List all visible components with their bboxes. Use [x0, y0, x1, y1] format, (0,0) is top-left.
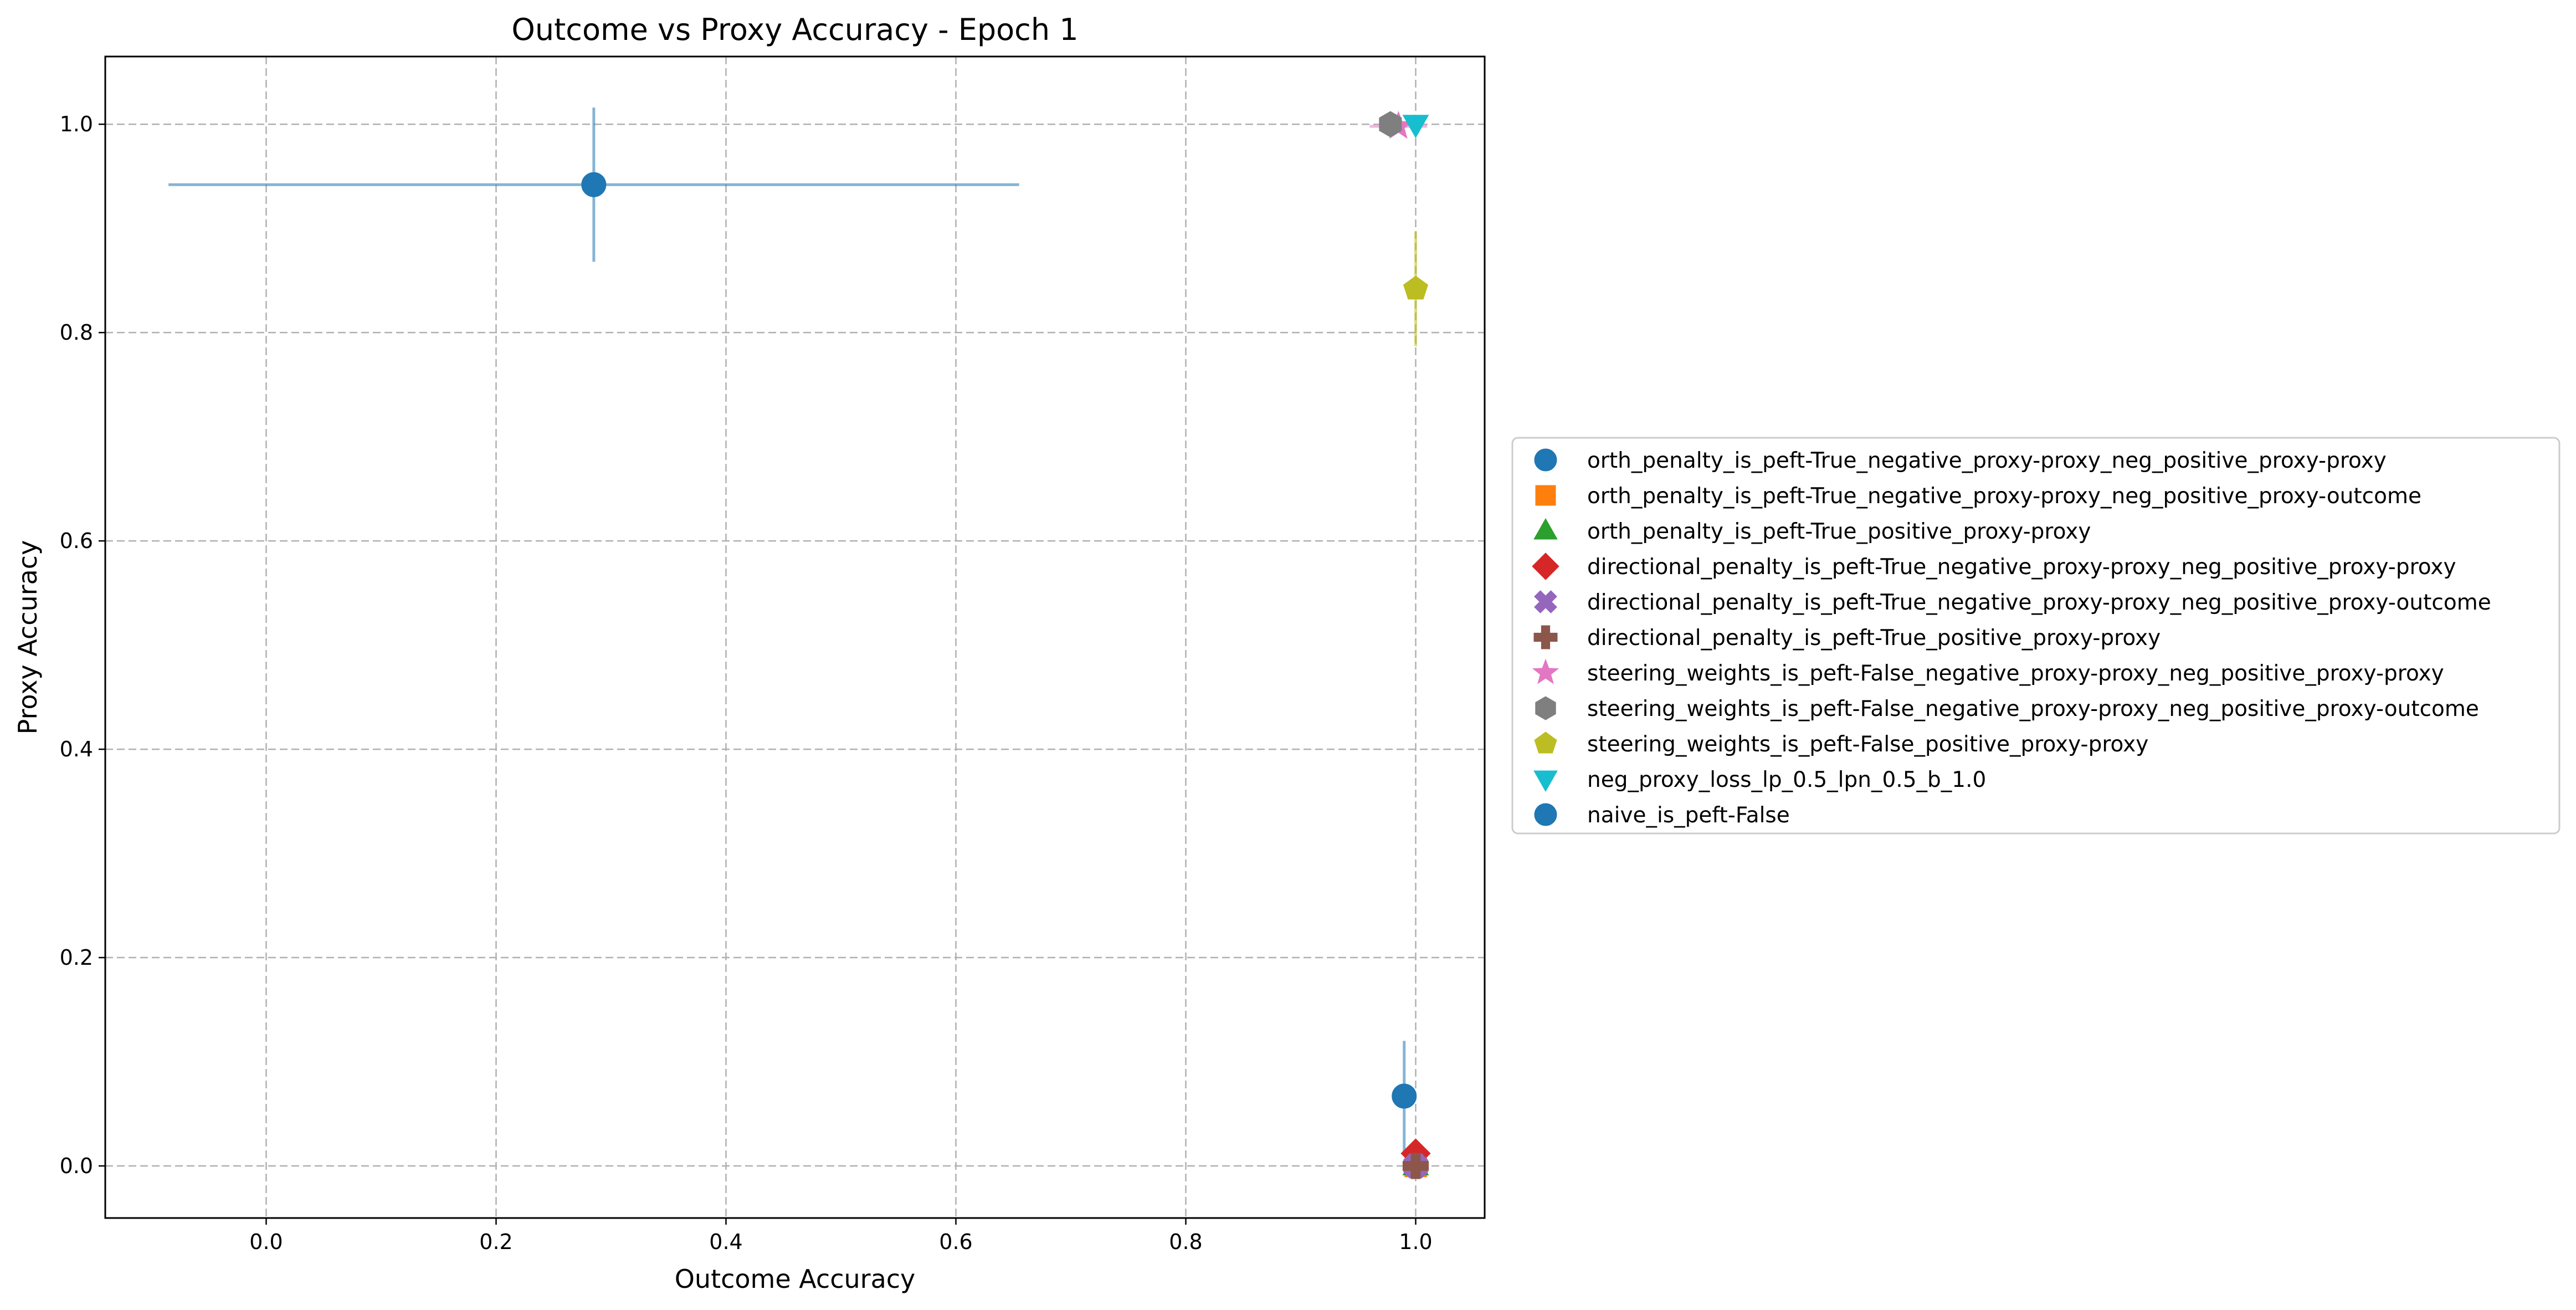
legend-label: steering_weights_is_peft-False_positive_… — [1587, 732, 2148, 757]
legend-marker — [1534, 731, 1557, 754]
legend-box — [1511, 437, 2560, 835]
x-axis-label: Outcome Accuracy — [675, 1264, 916, 1294]
legend-marker — [1535, 696, 1556, 720]
data-point — [1392, 1083, 1417, 1109]
data-point — [1402, 1153, 1429, 1179]
legend-marker — [1535, 485, 1556, 506]
legend-label: neg_proxy_loss_lp_0.5_lpn_0.5_b_1.0 — [1587, 767, 1986, 792]
legend-marker — [1532, 552, 1559, 580]
x-tick-label: 0.0 — [249, 1230, 283, 1254]
legend-label: directional_penalty_is_peft-True_positiv… — [1587, 626, 2161, 651]
y-tick-label: 0.8 — [60, 320, 93, 345]
data-point — [1379, 111, 1402, 137]
data-point — [581, 172, 607, 197]
legend-label: steering_weights_is_peft-False_negative_… — [1587, 697, 2479, 721]
data-points — [581, 111, 1431, 1179]
legend-marker — [1533, 518, 1558, 540]
legend-marker — [1534, 803, 1557, 826]
x-tick-label: 0.4 — [709, 1230, 742, 1254]
legend-label: directional_penalty_is_peft-True_negativ… — [1587, 590, 2491, 615]
legend-label: orth_penalty_is_peft-True_negative_proxy… — [1587, 484, 2421, 509]
legend-entries: orth_penalty_is_peft-True_negative_proxy… — [1532, 448, 2491, 828]
legend: orth_penalty_is_peft-True_negative_proxy… — [1511, 437, 2560, 835]
legend-label: orth_penalty_is_peft-True_positive_proxy… — [1587, 519, 2091, 544]
data-point — [1402, 115, 1429, 139]
y-tick-label: 0.0 — [60, 1154, 93, 1178]
y-axis-label: Proxy Accuracy — [13, 540, 43, 735]
y-tick-label: 0.6 — [60, 529, 93, 553]
x-tick-label: 0.8 — [1169, 1230, 1202, 1254]
legend-label: steering_weights_is_peft-False_negative_… — [1587, 661, 2444, 686]
x-tick-label: 1.0 — [1399, 1230, 1432, 1254]
x-tick-label: 0.2 — [479, 1230, 512, 1254]
legend-label: directional_penalty_is_peft-True_negativ… — [1587, 555, 2456, 580]
legend-label: naive_is_peft-False — [1587, 803, 1790, 828]
plot-area-frame — [104, 55, 1486, 1219]
y-tick-label: 0.4 — [60, 737, 93, 761]
axis-ticks: 0.0 0.2 0.4 0.6 0.8 1.0 0.0 0.2 0.4 0.6 0.8 1.0 — [60, 112, 1433, 1254]
legend-marker — [1534, 590, 1557, 613]
x-tick-label: 0.6 — [939, 1230, 972, 1254]
legend-marker — [1532, 658, 1559, 684]
y-tick-label: 1.0 — [60, 112, 93, 136]
grid — [105, 57, 1485, 1218]
chart-title: Outcome vs Proxy Accuracy - Epoch 1 — [511, 12, 1078, 47]
data-point — [1403, 275, 1429, 300]
legend-marker — [1534, 448, 1557, 472]
y-tick-label: 0.2 — [60, 945, 93, 970]
legend-marker — [1533, 625, 1558, 649]
legend-label: orth_penalty_is_peft-True_negative_proxy… — [1587, 448, 2387, 473]
legend-marker — [1533, 770, 1558, 792]
